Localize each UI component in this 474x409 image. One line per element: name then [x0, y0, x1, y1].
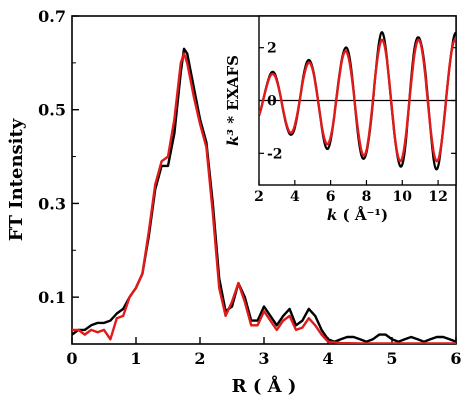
- y-tick-label: 0.3: [38, 194, 66, 213]
- inset-y-tick-label: 0: [267, 94, 277, 110]
- x-tick-label: 5: [386, 349, 397, 368]
- inset-x-tick-label: 4: [290, 189, 300, 205]
- inset-y-tick-label: -2: [267, 146, 283, 162]
- x-tick-label: 0: [66, 349, 77, 368]
- y-tick-label: 0.7: [38, 7, 66, 26]
- x-axis-title: R ( Å ): [232, 374, 297, 397]
- x-tick-label: 2: [194, 349, 205, 368]
- inset-x-tick-label: 8: [362, 189, 372, 205]
- inset-x-tick-label: 6: [326, 189, 336, 205]
- inset-x-tick-label: 10: [393, 189, 413, 205]
- x-tick-label: 4: [322, 349, 333, 368]
- main-plot: 0 1 2 3 4 5 60.10.30.50.7R ( Å )FT Intensity: [6, 7, 462, 397]
- inset-series-red-line: [259, 38, 456, 163]
- y-tick-label: 0.5: [38, 101, 66, 120]
- inset-x-tick-label: 2: [254, 189, 264, 205]
- x-tick-label: 1: [130, 349, 141, 368]
- x-tick-label: 3: [258, 349, 269, 368]
- inset-x-axis-title: k ( Å⁻¹): [327, 206, 388, 224]
- inset-x-tick-label: 12: [428, 189, 447, 205]
- inset-plot: 2 4 6 8 10 12 -2 0 2 k ( Å⁻¹) k³ * EXAFS: [224, 15, 457, 224]
- main-series-red-line: [72, 52, 456, 344]
- y-tick-label: 0.1: [38, 288, 66, 307]
- inset-y-axis-title: k³ * EXAFS: [224, 55, 242, 146]
- y-axis-title: FT Intensity: [6, 118, 27, 241]
- inset-y-tick-label: 2: [267, 41, 277, 57]
- x-tick-label: 6: [450, 349, 461, 368]
